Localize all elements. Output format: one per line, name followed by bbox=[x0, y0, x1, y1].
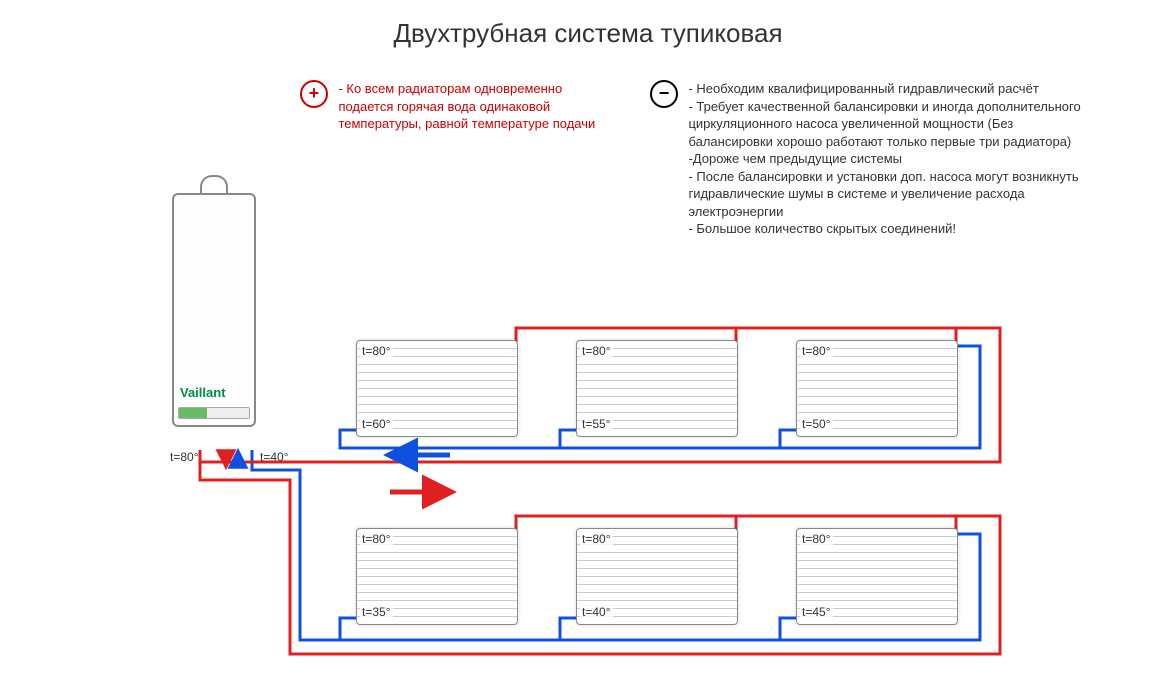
radiator-r1: t=80° t=60° bbox=[356, 340, 516, 435]
plus-icon: + bbox=[300, 80, 328, 108]
boiler-handle bbox=[200, 175, 228, 195]
radiator-r5: t=80° t=40° bbox=[576, 528, 736, 623]
pros-text: - Ко всем радиаторам одновременно подает… bbox=[338, 80, 608, 133]
return-pipe bbox=[560, 618, 576, 640]
radiator-temp-out: t=60° bbox=[360, 417, 393, 431]
radiator-r6: t=80° t=45° bbox=[796, 528, 956, 623]
radiator-temp-in: t=80° bbox=[800, 532, 833, 546]
diagram-title: Двухтрубная система тупиковая bbox=[0, 18, 1176, 49]
cons-text: - Необходим квалифицированный гидравличе… bbox=[688, 80, 1088, 238]
boiler-out-temp: t=80° bbox=[170, 450, 199, 464]
return-pipe bbox=[780, 430, 796, 448]
radiator-temp-out: t=40° bbox=[580, 605, 613, 619]
radiator-temp-out: t=50° bbox=[800, 417, 833, 431]
boiler-brand: Vaillant bbox=[180, 385, 226, 400]
radiator-r3: t=80° t=50° bbox=[796, 340, 956, 435]
return-pipe bbox=[340, 618, 356, 640]
radiator-temp-in: t=80° bbox=[800, 344, 833, 358]
return-pipe bbox=[560, 430, 576, 448]
radiator-temp-in: t=80° bbox=[580, 344, 613, 358]
radiator-temp-out: t=35° bbox=[360, 605, 393, 619]
boiler-panel bbox=[178, 407, 250, 419]
radiator-temp-in: t=80° bbox=[580, 532, 613, 546]
radiator-temp-out: t=45° bbox=[800, 605, 833, 619]
radiator-temp-in: t=80° bbox=[360, 344, 393, 358]
boiler: Vaillant bbox=[172, 175, 256, 440]
boiler-in-temp: t=40° bbox=[260, 450, 289, 464]
boiler-body: Vaillant bbox=[172, 193, 256, 427]
radiator-r2: t=80° t=55° bbox=[576, 340, 736, 435]
return-pipe bbox=[780, 618, 796, 640]
minus-icon: − bbox=[650, 80, 678, 108]
radiator-temp-in: t=80° bbox=[360, 532, 393, 546]
radiator-r4: t=80° t=35° bbox=[356, 528, 516, 623]
cons-block: − - Необходим квалифицированный гидравли… bbox=[650, 80, 1090, 238]
radiator-temp-out: t=55° bbox=[580, 417, 613, 431]
pros-block: + - Ко всем радиаторам одновременно пода… bbox=[300, 80, 620, 133]
